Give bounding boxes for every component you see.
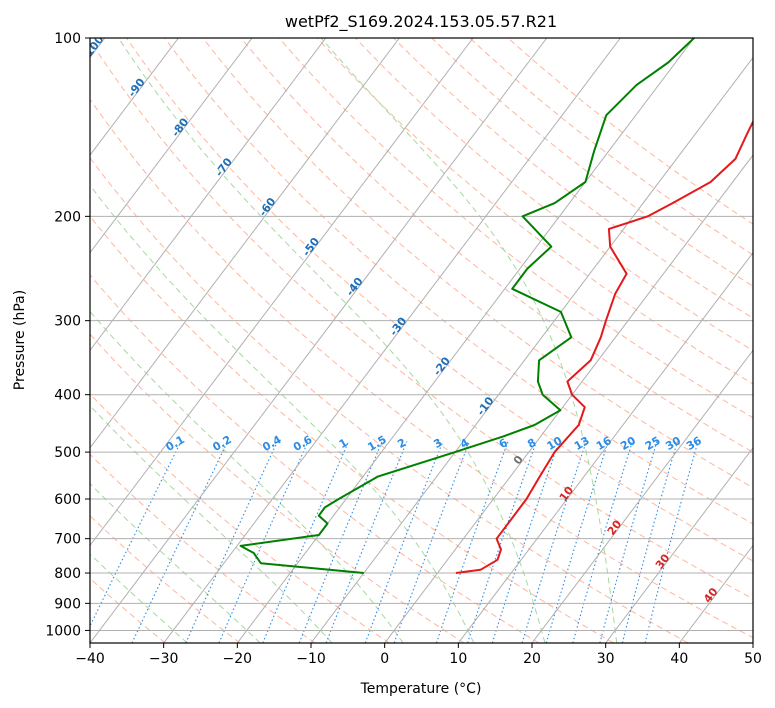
isotherm-line (90, 38, 474, 547)
dry-adiabat-line (90, 393, 390, 643)
dry-adiabat-line (90, 215, 614, 643)
isotherm-line (163, 38, 621, 643)
background-lines-layer (90, 38, 753, 643)
x-tick-label: 0 (380, 651, 389, 667)
moist-adiabat-line (118, 38, 546, 643)
dry-adiabat-line (90, 453, 315, 643)
axis-ticks-layer: −40 −30 −20 −10 0 10 20 30 40 50 100 200 300 400 500 60… (45, 31, 762, 667)
moist-adiabat-line (90, 184, 475, 643)
dry-adiabat-line (126, 38, 753, 562)
x-tick-label: 40 (670, 651, 688, 667)
x-tick-label: −40 (75, 651, 105, 667)
isotherm-line (90, 38, 179, 156)
isotherm-line (605, 447, 753, 643)
y-axis-label: Pressure (hPa) (12, 290, 28, 390)
moist-adiabat-line (320, 38, 618, 643)
moist-adiabat-line (90, 310, 404, 643)
mixing-ratio-line (262, 441, 350, 643)
dry-adiabat-line (278, 38, 753, 419)
dry-adiabat-line (316, 38, 753, 385)
mixing-ratio-line (644, 441, 699, 643)
dewpoint-line (239, 38, 695, 574)
isotherm-line (90, 38, 327, 352)
x-tick-label: 20 (523, 651, 541, 667)
y-tick-label: 400 (54, 388, 81, 404)
mixing-ratio-line (521, 441, 587, 643)
isotherm-line (90, 38, 253, 254)
dry-adiabat-line (90, 39, 753, 600)
mixing-ratio-line (599, 441, 658, 643)
dry-adiabat-line (431, 38, 753, 287)
moist-adiabat-line (90, 404, 333, 643)
mixing-ratio-line (90, 441, 182, 628)
x-tick-label: −20 (223, 651, 253, 667)
mixing-ratio-line (393, 441, 470, 643)
y-tick-label: 100 (54, 31, 81, 47)
x-axis-label: Temperature (°C) (360, 681, 482, 697)
isotherm-line (531, 349, 753, 643)
mixing-ratio-line (218, 441, 309, 643)
y-tick-label: 1000 (45, 623, 81, 639)
moist-adiabat-line (90, 553, 188, 643)
y-tick-label: 300 (54, 314, 81, 330)
mixing-ratio-line (572, 441, 633, 643)
y-tick-label: 200 (54, 209, 81, 225)
x-tick-label: −30 (149, 651, 179, 667)
chart-title: wetPf2_S169.2024.153.05.57.R21 (285, 12, 557, 32)
x-tick-label: 10 (449, 651, 467, 667)
dry-adiabat-line (393, 38, 753, 319)
x-tick-label: 50 (744, 651, 762, 667)
dry-adiabat-line (90, 98, 753, 639)
mixing-ratio-line (545, 441, 609, 643)
temperature-line (455, 119, 753, 574)
profile-lines-layer (239, 38, 753, 574)
y-tick-label: 500 (54, 445, 81, 461)
isotherm-line (90, 38, 400, 449)
dry-adiabat-line (90, 274, 540, 643)
isotherm-line (384, 154, 753, 643)
y-tick-label: 700 (54, 532, 81, 548)
dry-adiabat-line (164, 38, 753, 525)
y-tick-label: 800 (54, 566, 81, 582)
mixing-ratio-line (435, 441, 509, 643)
moist-adiabat-line (90, 482, 261, 643)
x-tick-label: 30 (597, 651, 615, 667)
x-tick-label: −10 (296, 651, 326, 667)
isotherm-line (457, 251, 753, 643)
isotherm-line (310, 56, 753, 643)
mixing-ratio-line (621, 441, 678, 643)
isotherm-line (236, 38, 695, 643)
dry-adiabat-line (469, 38, 753, 256)
isotherm-line (90, 38, 548, 643)
mixing-ratio-line (185, 441, 278, 643)
dry-adiabat-line (240, 38, 753, 453)
dry-adiabat-line (355, 38, 753, 352)
y-tick-label: 900 (54, 596, 81, 612)
plot-frame (89, 37, 754, 644)
y-tick-label: 600 (54, 492, 81, 508)
